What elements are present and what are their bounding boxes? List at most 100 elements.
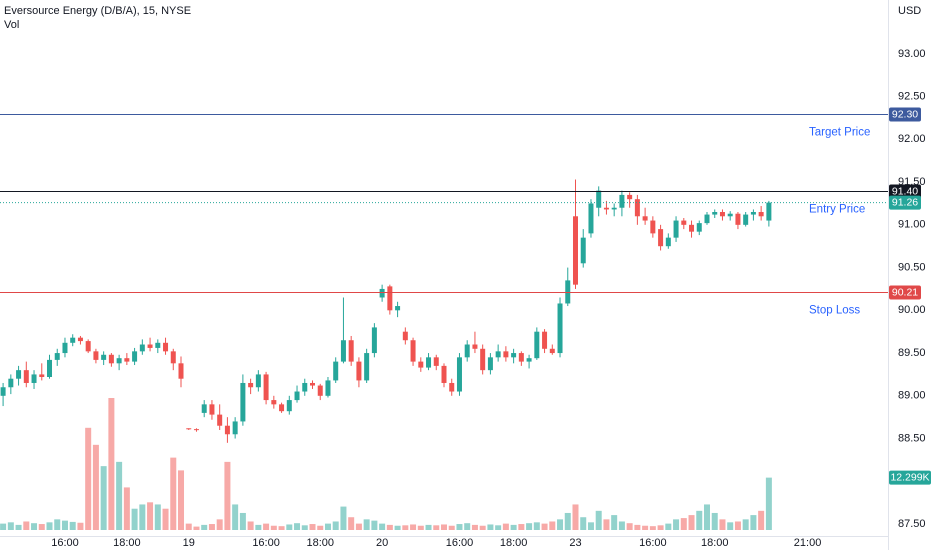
volume-bar bbox=[286, 524, 293, 530]
volume-bar bbox=[379, 523, 386, 530]
candle-body bbox=[108, 354, 114, 364]
volume-bar bbox=[603, 519, 610, 530]
volume-bar bbox=[178, 470, 185, 530]
candle-body bbox=[402, 331, 408, 341]
candle-body bbox=[441, 365, 447, 383]
candle-body bbox=[77, 337, 83, 342]
candle-body bbox=[101, 354, 107, 360]
candle-body bbox=[201, 404, 207, 413]
volume-bar bbox=[85, 427, 92, 530]
candle-body bbox=[310, 382, 316, 386]
candle-body bbox=[750, 212, 756, 215]
candle-body bbox=[619, 194, 625, 208]
candle-body bbox=[232, 421, 238, 435]
candle-body bbox=[209, 404, 215, 415]
volume-bar bbox=[232, 504, 239, 530]
y-tick-label: 91.00 bbox=[898, 219, 926, 231]
candle-body bbox=[395, 306, 401, 311]
level-name: Entry Price bbox=[809, 204, 865, 216]
level-tag bbox=[889, 285, 921, 300]
volume-bar bbox=[727, 522, 734, 530]
volume-bar bbox=[216, 519, 223, 530]
volume-bar bbox=[332, 521, 339, 530]
candle-body bbox=[518, 353, 524, 362]
volume-bar bbox=[309, 524, 316, 530]
x-tick-label: 20 bbox=[376, 537, 388, 549]
x-tick-label: 16:00 bbox=[252, 537, 280, 549]
candle-body bbox=[62, 342, 68, 354]
volume-bar bbox=[703, 504, 710, 530]
candle-body bbox=[325, 380, 331, 396]
volume-bar bbox=[239, 512, 246, 530]
volume-bar bbox=[456, 524, 463, 530]
candle-body bbox=[627, 194, 633, 200]
candle-body bbox=[472, 344, 478, 349]
x-tick-label: 16:00 bbox=[639, 537, 667, 549]
candle-body bbox=[163, 342, 169, 352]
x-tick-label: 18:00 bbox=[113, 537, 141, 549]
candle-body bbox=[572, 216, 578, 285]
volume-bar bbox=[464, 523, 471, 530]
level-tag bbox=[889, 107, 921, 122]
candle-body bbox=[410, 340, 416, 362]
candle-body bbox=[132, 351, 138, 362]
candle-body bbox=[534, 331, 540, 359]
candle-body bbox=[596, 190, 602, 208]
volume-bar bbox=[518, 524, 525, 530]
candle-body bbox=[456, 357, 462, 392]
x-tick-label: 19 bbox=[183, 537, 195, 549]
y-tick-label: 90.00 bbox=[898, 304, 926, 316]
volume-bar bbox=[719, 519, 726, 530]
candle-body bbox=[85, 341, 91, 352]
candle-body bbox=[371, 327, 377, 354]
volume-bar bbox=[116, 461, 123, 530]
candle-body bbox=[712, 212, 718, 215]
volume-bar bbox=[541, 523, 548, 530]
volume-bar bbox=[131, 508, 138, 530]
volume-bar bbox=[363, 519, 370, 530]
candle-body bbox=[495, 351, 501, 358]
candle-body bbox=[634, 199, 640, 217]
volume-bar bbox=[696, 510, 703, 530]
candle-body bbox=[255, 374, 261, 388]
candle-body bbox=[193, 429, 199, 431]
volume-bar bbox=[634, 524, 641, 530]
volume-title: Vol bbox=[4, 19, 19, 31]
candle-body bbox=[580, 237, 586, 264]
candle-body bbox=[418, 361, 424, 368]
volume-bar bbox=[154, 504, 161, 530]
x-tick-label: 16:00 bbox=[51, 537, 79, 549]
candle-body bbox=[650, 220, 656, 234]
candle-body bbox=[340, 340, 346, 362]
candle-body bbox=[642, 216, 648, 221]
volume-bar bbox=[38, 524, 45, 530]
currency: USD bbox=[898, 5, 921, 17]
y-tick-label: 89.50 bbox=[898, 347, 926, 359]
candle-body bbox=[39, 374, 45, 377]
candle-body bbox=[8, 378, 14, 388]
last-price-tag bbox=[889, 195, 921, 210]
candle-body bbox=[526, 358, 532, 362]
volume-bar bbox=[247, 521, 254, 530]
volume-bar bbox=[657, 525, 664, 530]
volume-bar bbox=[139, 504, 146, 530]
candle-body bbox=[379, 288, 385, 298]
x-tick-label: 18:00 bbox=[306, 537, 334, 549]
volume-bar bbox=[355, 523, 362, 530]
volume-bar bbox=[611, 515, 618, 530]
volume-bar bbox=[386, 524, 393, 530]
candle-body bbox=[387, 286, 393, 311]
volume-bar bbox=[61, 520, 68, 530]
volume-bar bbox=[147, 502, 154, 530]
volume-bar bbox=[170, 457, 177, 530]
volume-bar bbox=[340, 506, 347, 530]
last-price-label: 91.26 bbox=[892, 196, 918, 208]
candle-body bbox=[147, 344, 153, 348]
y-tick-label: 90.50 bbox=[898, 261, 926, 273]
candle-body bbox=[511, 353, 517, 358]
volume-bar bbox=[618, 521, 625, 530]
candle-body bbox=[139, 344, 145, 352]
volume-bar bbox=[557, 519, 564, 530]
candle-body bbox=[658, 229, 664, 247]
volume-bar bbox=[758, 510, 765, 530]
